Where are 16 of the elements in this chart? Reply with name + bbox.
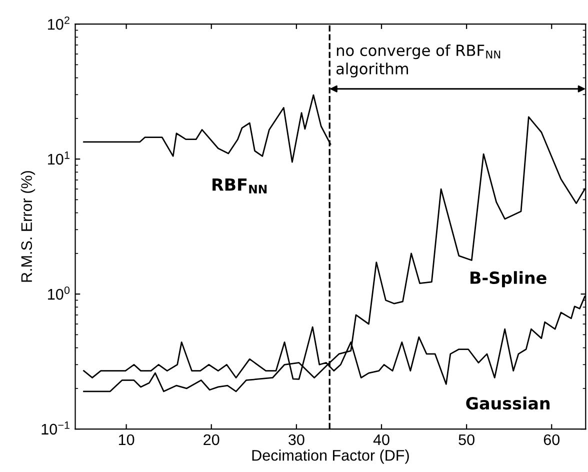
x-tick-label: 60 xyxy=(544,434,560,446)
x-tick-label: 20 xyxy=(204,434,220,446)
annotation: B-Spline xyxy=(470,271,546,288)
y-tick-label: 10$^{1}$ xyxy=(48,151,70,165)
x-tick-label: 40 xyxy=(373,434,390,446)
text: no converge of RBF$_{NN}$ algorithm xyxy=(336,44,500,78)
annotation: RBF$_{NN}$ xyxy=(212,178,267,194)
x-tick-label: 30 xyxy=(288,434,304,446)
x-tick-label: 10 xyxy=(118,434,134,446)
y-tick-label: 10$^{2}$ xyxy=(48,16,70,30)
x-axis-title: Decimation Factor (DF) xyxy=(252,450,409,464)
y-tick-label: 10$^{−1}$ xyxy=(42,421,70,435)
y-axis-title: R.M.S. Error (%) xyxy=(20,171,36,282)
annotation: Gaussian xyxy=(466,396,550,410)
y-tick-label: 10$^{0}$ xyxy=(48,286,70,300)
x-tick-label: 50 xyxy=(458,434,474,446)
